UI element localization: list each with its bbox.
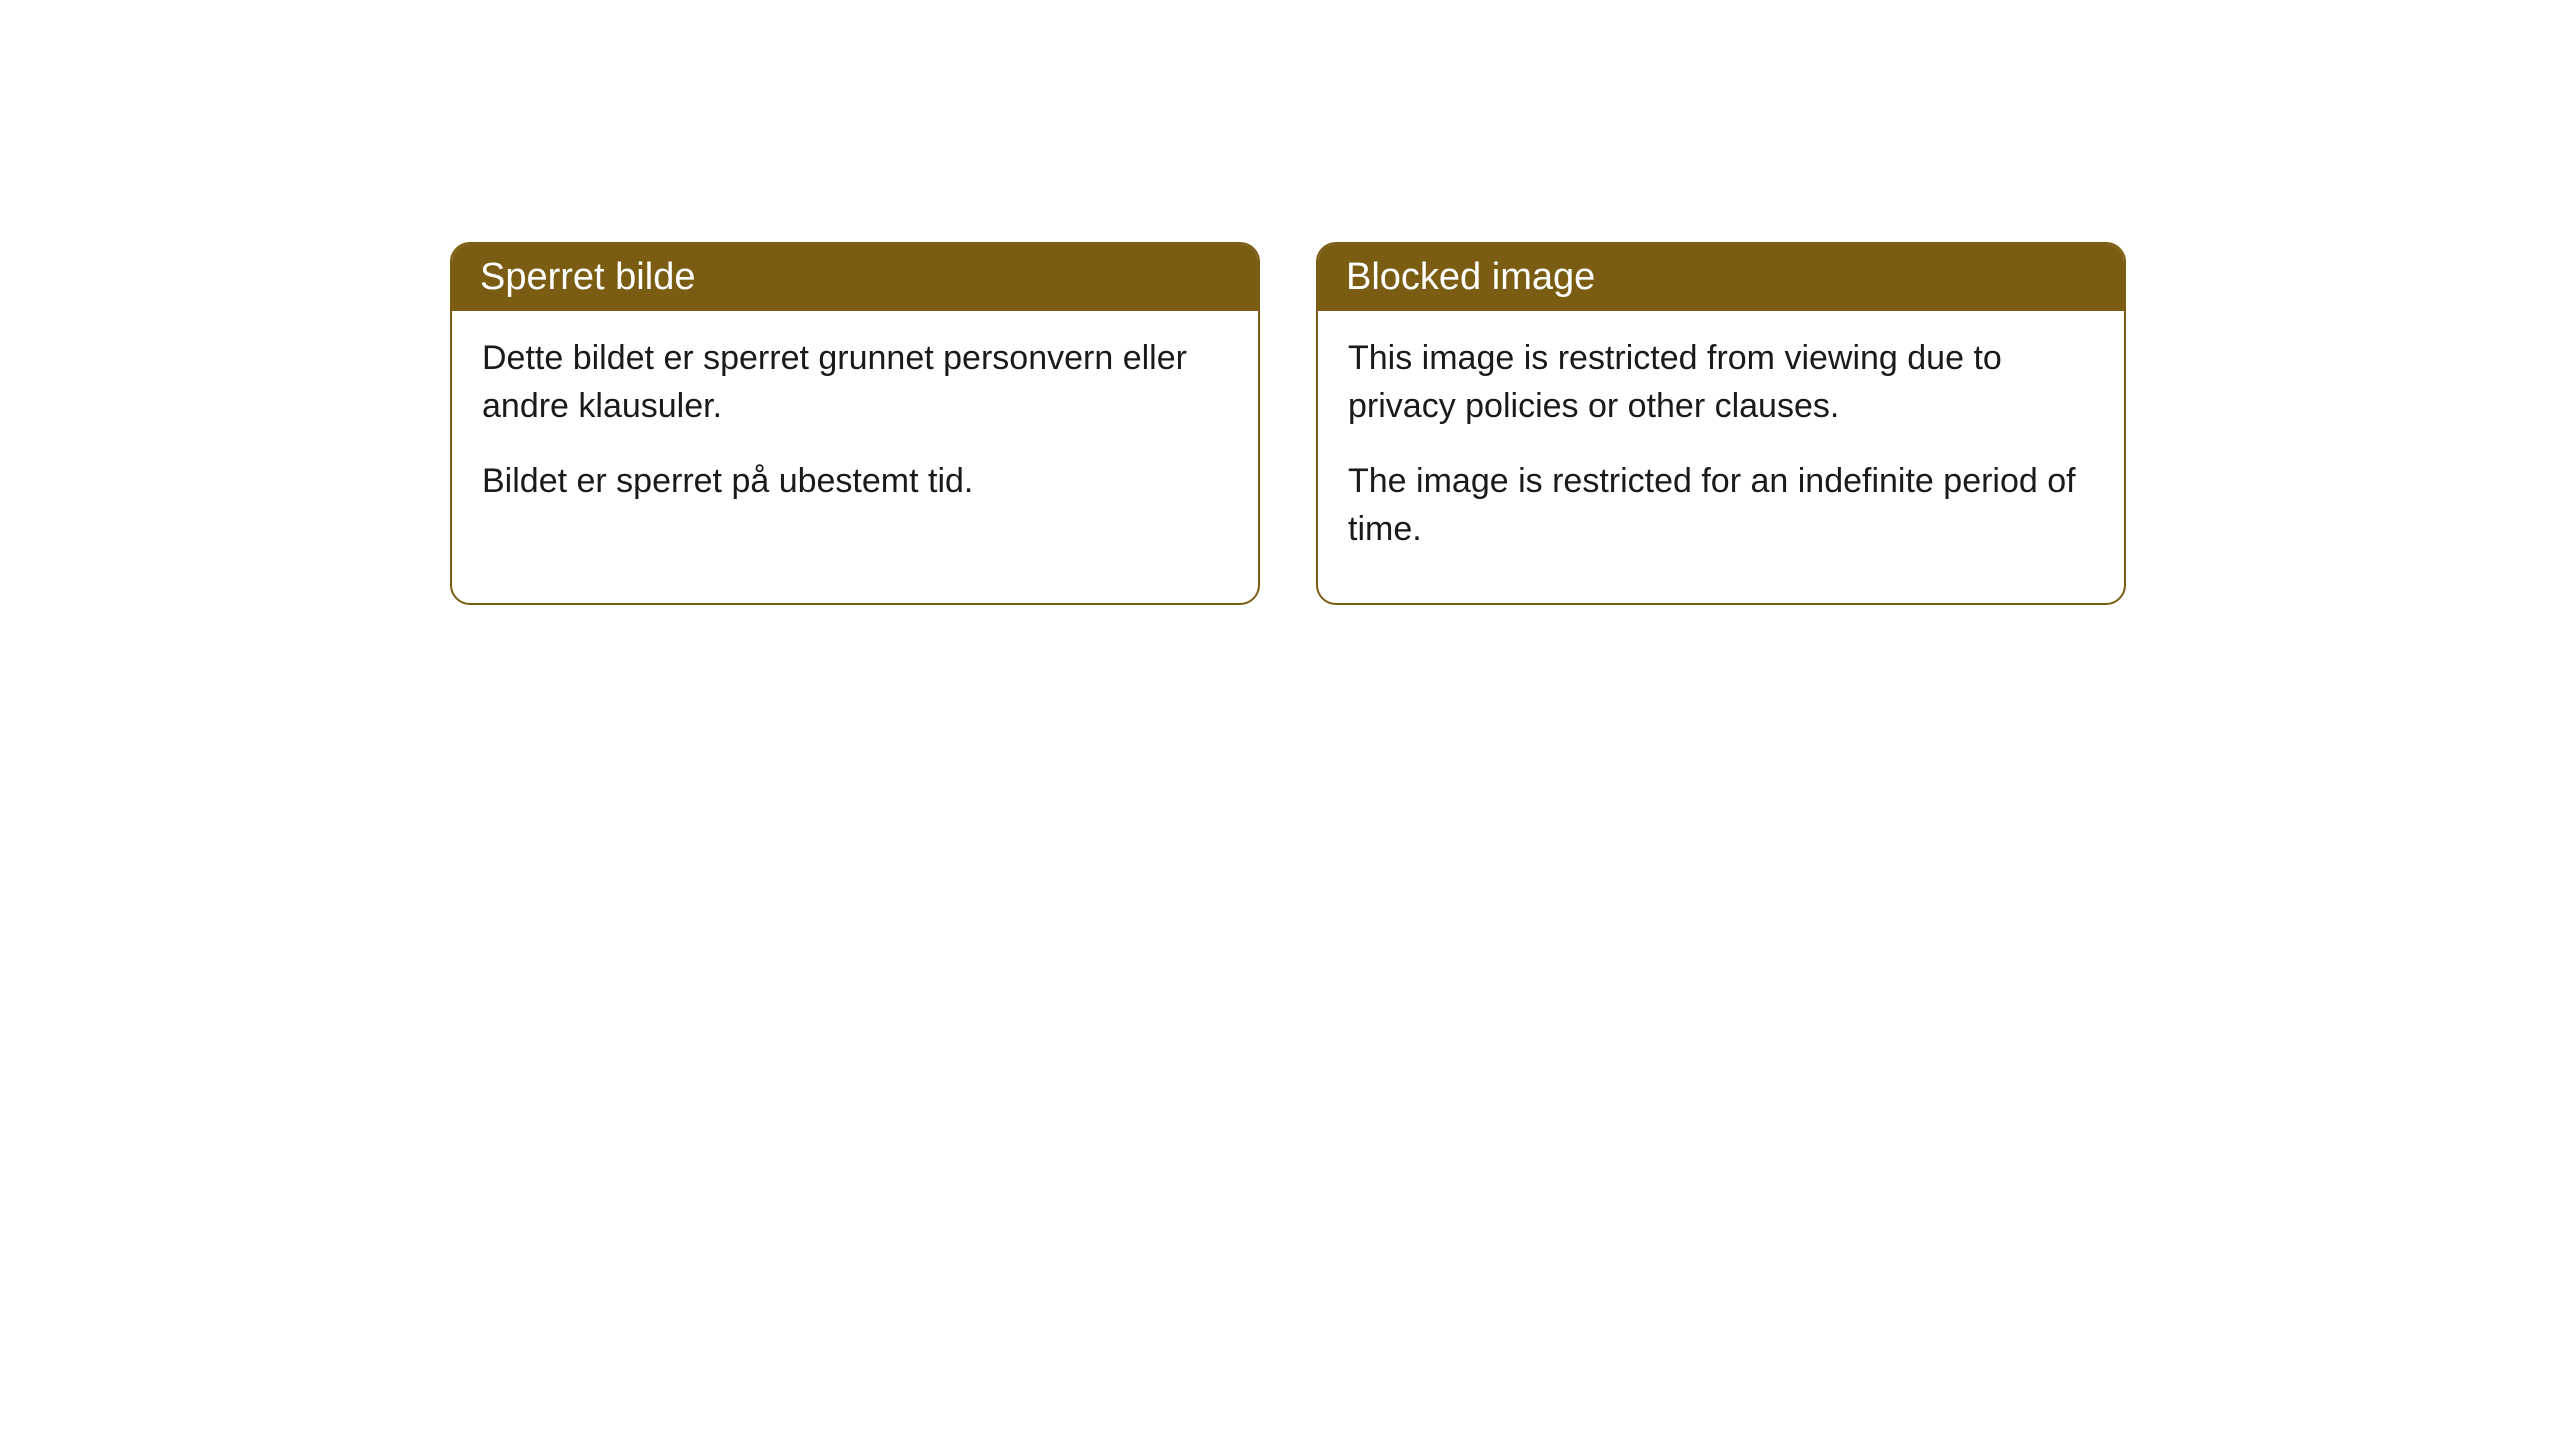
card-body-norwegian: Dette bildet er sperret grunnet personve…: [452, 311, 1258, 556]
card-paragraph-2-norwegian: Bildet er sperret på ubestemt tid.: [482, 458, 1228, 506]
card-body-english: This image is restricted from viewing du…: [1318, 311, 2124, 603]
blocked-image-card-english: Blocked image This image is restricted f…: [1316, 242, 2126, 605]
notice-container: Sperret bilde Dette bildet er sperret gr…: [0, 0, 2560, 605]
blocked-image-card-norwegian: Sperret bilde Dette bildet er sperret gr…: [450, 242, 1260, 605]
card-paragraph-1-norwegian: Dette bildet er sperret grunnet personve…: [482, 335, 1228, 430]
card-title-english: Blocked image: [1318, 244, 2124, 311]
card-paragraph-2-english: The image is restricted for an indefinit…: [1348, 458, 2094, 553]
card-title-norwegian: Sperret bilde: [452, 244, 1258, 311]
card-paragraph-1-english: This image is restricted from viewing du…: [1348, 335, 2094, 430]
